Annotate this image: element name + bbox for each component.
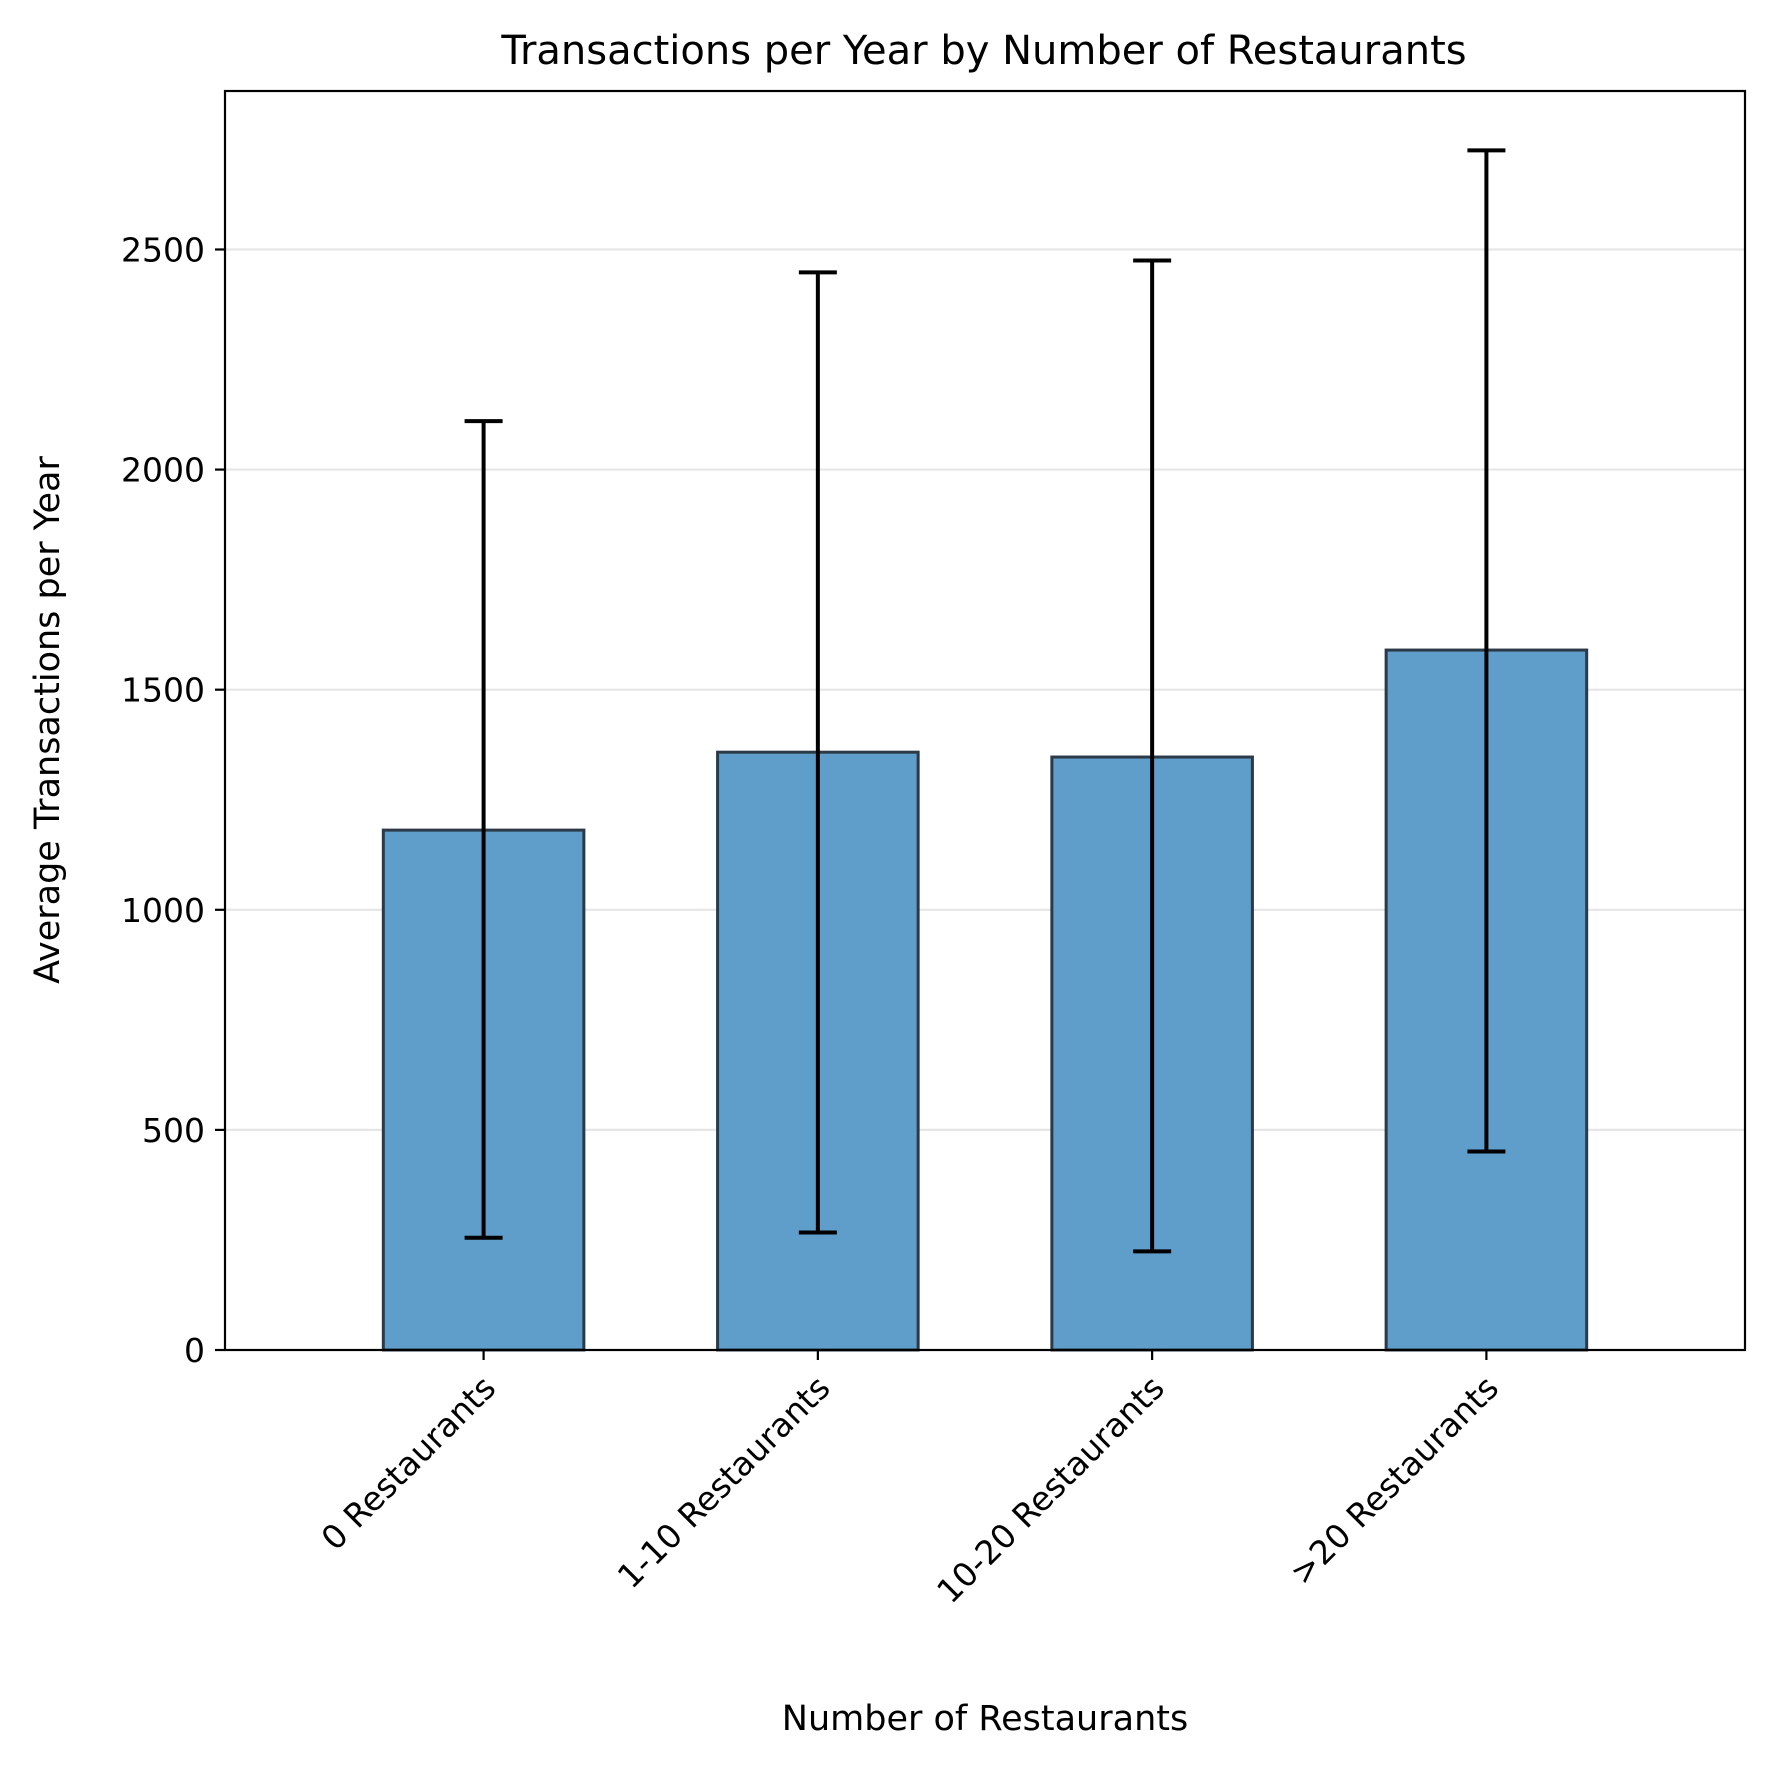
x-tick-label: 1-10 Restaurants — [610, 1368, 838, 1596]
chart-title: Transactions per Year by Number of Resta… — [500, 28, 1466, 74]
x-tick-label: 10-20 Restaurants — [929, 1368, 1172, 1611]
x-tick-label: 0 Restaurants — [314, 1368, 504, 1558]
y-tick-label: 2000 — [121, 451, 205, 490]
error-bar — [798, 270, 837, 1235]
y-axis: 0 500 1000 1500 2000 2500 — [121, 230, 225, 1370]
error-bars — [464, 148, 1506, 1254]
y-tick-label: 2500 — [121, 230, 205, 269]
x-tick-label: >20 Restaurants — [1282, 1368, 1506, 1592]
bars — [381, 648, 1589, 1352]
error-bar — [464, 419, 503, 1240]
y-tick-label: 1500 — [121, 671, 205, 710]
plot-frame — [223, 89, 1747, 1352]
y-tick-label: 0 — [184, 1331, 205, 1370]
y-tick-label: 1000 — [121, 891, 205, 930]
error-bar — [1133, 258, 1172, 1254]
y-axis-label: Average Transactions per Year — [28, 455, 68, 983]
error-bar — [1467, 148, 1506, 1154]
x-axis-label: Number of Restaurants — [782, 1699, 1188, 1739]
y-tick-label: 500 — [142, 1111, 205, 1150]
x-axis: 0 Restaurants 1-10 Restaurants 10-20 Resta… — [314, 1350, 1506, 1611]
